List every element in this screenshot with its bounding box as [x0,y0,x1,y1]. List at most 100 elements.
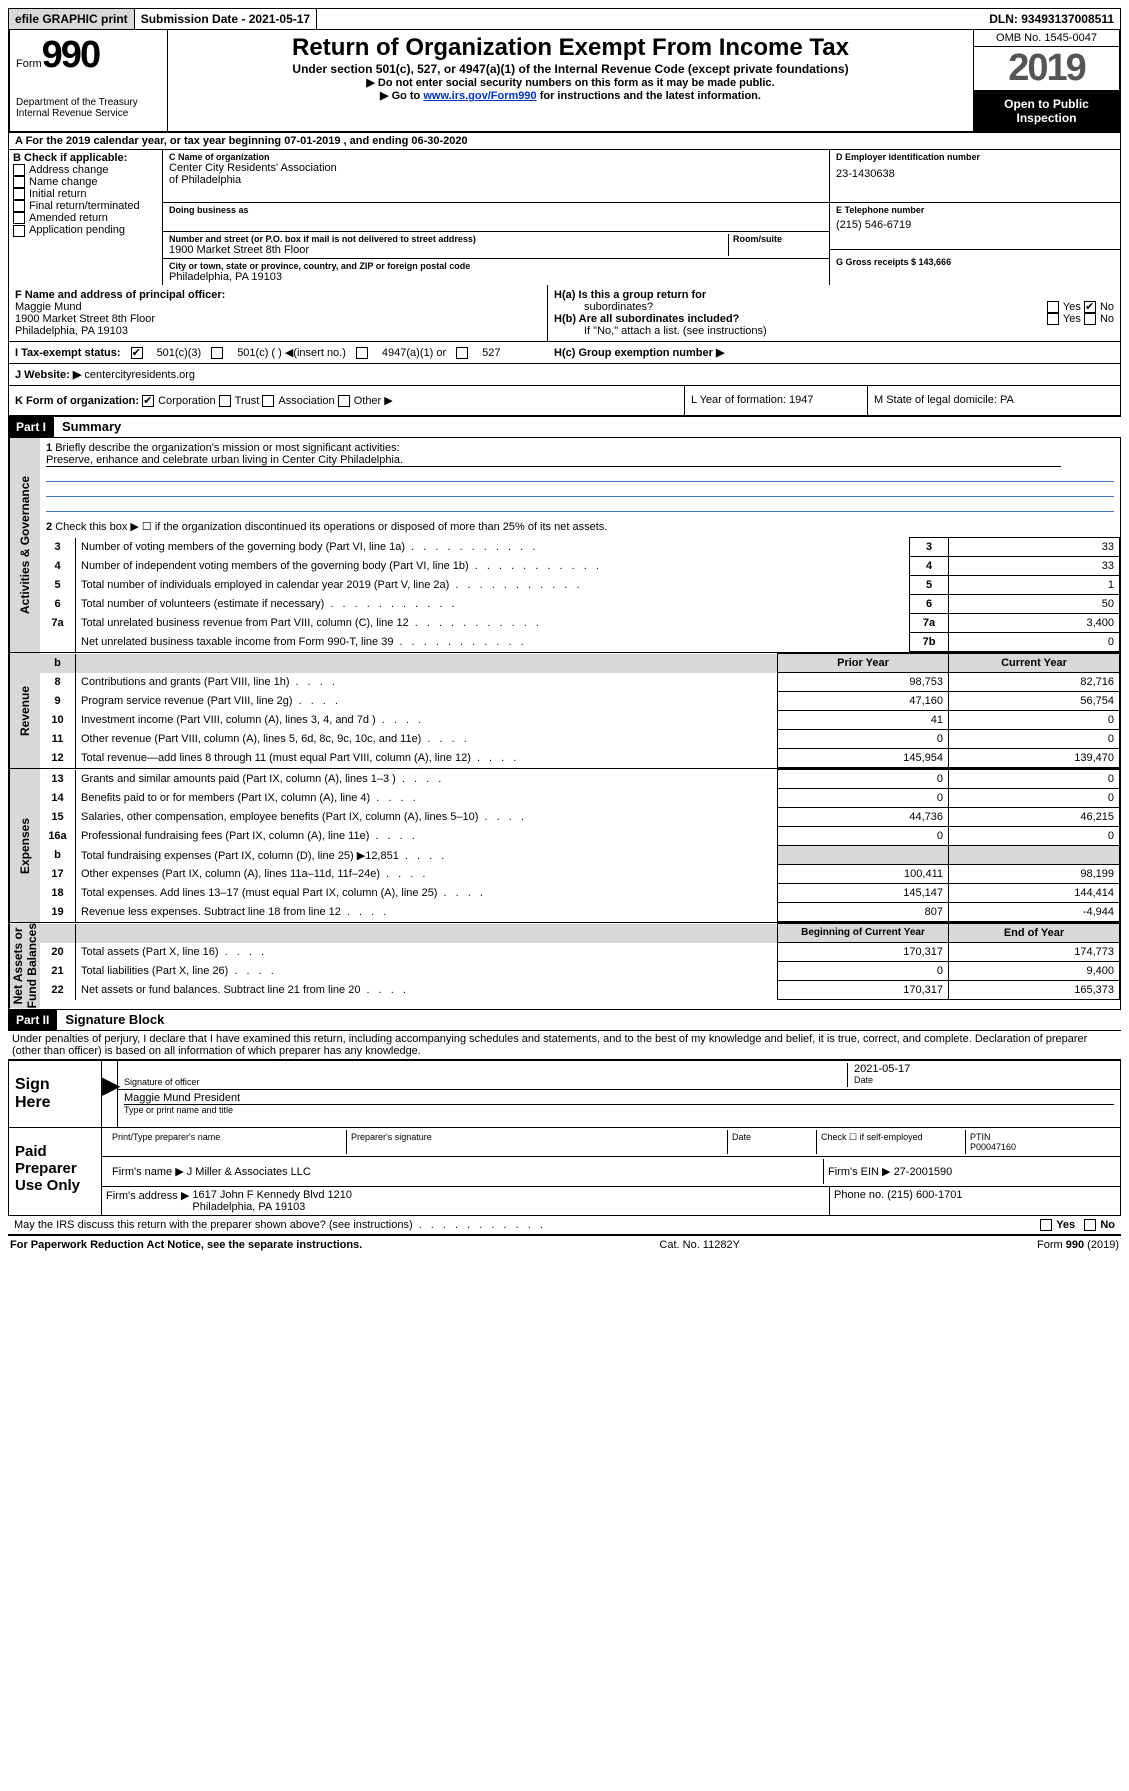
ein: 23-1430638 [836,162,1114,180]
state-domicile: M State of legal domicile: PA [868,386,1120,415]
b-label: B Check if applicable: [13,152,158,164]
part1-title: Summary [54,417,129,437]
dln: DLN: 93493137008511 [983,9,1120,29]
cat-no: Cat. No. 11282Y [659,1239,740,1251]
form-subtitle: Under section 501(c), 527, or 4947(a)(1)… [178,62,963,76]
firm-addr-label: Firm's address ▶ [106,1190,189,1202]
table-row: 8Contributions and grants (Part VIII, li… [40,673,1120,692]
exp-sidebar: Expenses [9,769,40,922]
prep-name-label: Print/Type preparer's name [108,1130,347,1154]
ha-no-checkbox[interactable] [1084,301,1096,313]
table-row: Net unrelated business taxable income fr… [40,633,1120,652]
form-footer: Form 990 (2019) [1037,1239,1119,1251]
org-name: Center City Residents' Association of Ph… [169,162,823,186]
year-formation: L Year of formation: 1947 [685,386,868,415]
perjury-text: Under penalties of perjury, I declare th… [8,1031,1121,1061]
table-row: 13Grants and similar amounts paid (Part … [40,770,1120,789]
firm-addr: 1617 John F Kennedy Blvd 1210 Philadelph… [192,1189,352,1213]
part2-header: Part II Signature Block [8,1010,1121,1031]
527-checkbox[interactable] [456,347,468,359]
hb-note: If "No," attach a list. (see instruction… [554,325,1114,337]
phone-label: E Telephone number [836,205,1114,215]
k-row: K Form of organization: Corporation Trus… [8,386,1121,417]
ha-yes-checkbox[interactable] [1047,301,1059,313]
mission-text: Preserve, enhance and celebrate urban li… [46,454,1061,467]
firm-ein-label: Firm's EIN ▶ [828,1166,891,1178]
b-item: Initial return [13,188,158,200]
table-row: 21Total liabilities (Part X, line 26)09,… [40,962,1120,981]
website-label: J Website: ▶ [15,369,81,381]
table-row: 19Revenue less expenses. Subtract line 1… [40,903,1120,922]
discuss-yes-checkbox[interactable] [1040,1219,1052,1231]
sign-here-label: Sign Here [9,1061,102,1127]
col-d: D Employer identification number 23-1430… [829,150,1120,285]
prep-sig-label: Preparer's signature [347,1130,728,1154]
501c3-checkbox[interactable] [131,347,143,359]
hb-no-checkbox[interactable] [1084,313,1096,325]
current-year-header: Current Year [949,654,1120,673]
hb-yes-checkbox[interactable] [1047,313,1059,325]
begin-year-header: Beginning of Current Year [778,924,949,943]
phone: (215) 546-6719 [836,215,1114,231]
dba-label: Doing business as [169,205,823,215]
instructions-link[interactable]: www.irs.gov/Form990 [423,90,536,102]
city-label: City or town, state or province, country… [169,261,823,271]
corp-checkbox[interactable] [142,395,154,407]
b-item: Name change [13,176,158,188]
b-item: Final return/terminated [13,200,158,212]
department: Department of the Treasury Internal Reve… [16,97,161,119]
table-row: 17Other expenses (Part IX, column (A), l… [40,865,1120,884]
line1-desc: Briefly describe the organization's miss… [55,442,399,454]
501c-checkbox[interactable] [211,347,223,359]
sig-date: 2021-05-17 [854,1063,1114,1075]
form-title: Return of Organization Exempt From Incom… [178,34,963,62]
f-label: F Name and address of principal officer: [15,289,541,301]
type-name-label: Type or print name and title [124,1105,1114,1115]
officer-info: Maggie Mund 1900 Market Street 8th Floor… [15,301,541,337]
paperwork-notice: For Paperwork Reduction Act Notice, see … [10,1239,362,1251]
col-c: C Name of organization Center City Resid… [163,150,829,285]
footer: For Paperwork Reduction Act Notice, see … [8,1236,1121,1254]
addr-label: Number and street (or P.O. box if mail i… [169,234,728,244]
part2-title: Signature Block [57,1010,172,1030]
revenue-table: b Prior Year Current Year 8Contributions… [40,653,1120,768]
self-employed-check[interactable]: Check ☐ if self-employed [817,1130,966,1154]
ha-label: H(a) Is this a group return for [554,289,706,301]
trust-checkbox[interactable] [219,395,231,407]
firm-name: J Miller & Associates LLC [187,1166,311,1178]
b-checkbox[interactable] [13,176,25,188]
c-name-label: C Name of organization [169,152,823,162]
table-row: 16aProfessional fundraising fees (Part I… [40,827,1120,846]
table-row: 11Other revenue (Part VIII, column (A), … [40,730,1120,749]
section-bcdefg: B Check if applicable: Address changeNam… [8,150,1121,285]
discuss-no-checkbox[interactable] [1084,1219,1096,1231]
firm-ein: 27-2001590 [894,1166,953,1178]
table-row: 7aTotal unrelated business revenue from … [40,614,1120,633]
b-checkbox[interactable] [13,225,25,237]
col-b: B Check if applicable: Address changeNam… [9,150,163,285]
submission-date: Submission Date - 2021-05-17 [134,9,317,29]
other-checkbox[interactable] [338,395,350,407]
prior-year-header: Prior Year [778,654,949,673]
assoc-checkbox[interactable] [262,395,274,407]
table-row: 6Total number of volunteers (estimate if… [40,595,1120,614]
table-row: 3Number of voting members of the governi… [40,538,1120,557]
table-row: 14Benefits paid to or for members (Part … [40,789,1120,808]
b-checkbox[interactable] [13,212,25,224]
firm-name-label: Firm's name ▶ [112,1166,184,1178]
part2-label: Part II [8,1010,57,1030]
rev-sidebar: Revenue [9,653,40,768]
table-row: 10Investment income (Part VIII, column (… [40,711,1120,730]
preparer-block: Paid Preparer Use Only Print/Type prepar… [8,1128,1121,1216]
net-assets-table: Beginning of Current Year End of Year 20… [40,923,1120,1000]
gross-receipts: G Gross receipts $ 143,666 [836,257,951,267]
tax-status-row: I Tax-exempt status: 501(c)(3) 501(c) ( … [8,342,1121,364]
b-checkbox[interactable] [13,164,25,176]
efile-label[interactable]: efile GRAPHIC print [9,9,134,29]
b-checkbox[interactable] [13,200,25,212]
b-checkbox[interactable] [13,188,25,200]
website-value: centercityresidents.org [84,369,195,381]
4947-checkbox[interactable] [356,347,368,359]
table-row: 22Net assets or fund balances. Subtract … [40,981,1120,1000]
table-row: 12Total revenue—add lines 8 through 11 (… [40,749,1120,768]
